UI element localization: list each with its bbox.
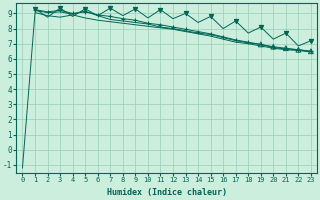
Point [196,30,201,33]
Point [108,6,113,10]
Point [233,38,238,42]
Point [83,7,88,10]
Point [271,45,276,48]
Point [183,12,188,15]
Point [95,13,100,17]
Point [158,8,163,11]
Point [246,41,251,44]
Point [133,7,138,10]
Point [233,19,238,23]
Point [171,25,176,29]
Point [133,19,138,22]
Point [158,23,163,26]
Point [258,43,263,46]
Point [32,7,37,10]
Point [258,25,263,29]
Point [296,48,301,51]
Point [108,15,113,18]
Point [308,39,314,42]
Point [45,10,50,13]
Point [296,48,301,51]
Point [283,31,288,35]
Point [208,32,213,35]
Point [58,9,63,12]
Point [83,10,88,13]
X-axis label: Humidex (Indice chaleur): Humidex (Indice chaleur) [107,188,227,197]
Point [145,22,150,25]
Point [208,15,213,18]
Point [32,8,37,11]
Point [271,45,276,48]
Point [183,28,188,31]
Point [283,47,288,50]
Point [283,47,288,50]
Point [120,17,125,20]
Point [220,35,226,38]
Point [258,43,263,46]
Point [308,50,314,53]
Point [58,6,63,10]
Point [70,12,75,15]
Point [308,50,314,53]
